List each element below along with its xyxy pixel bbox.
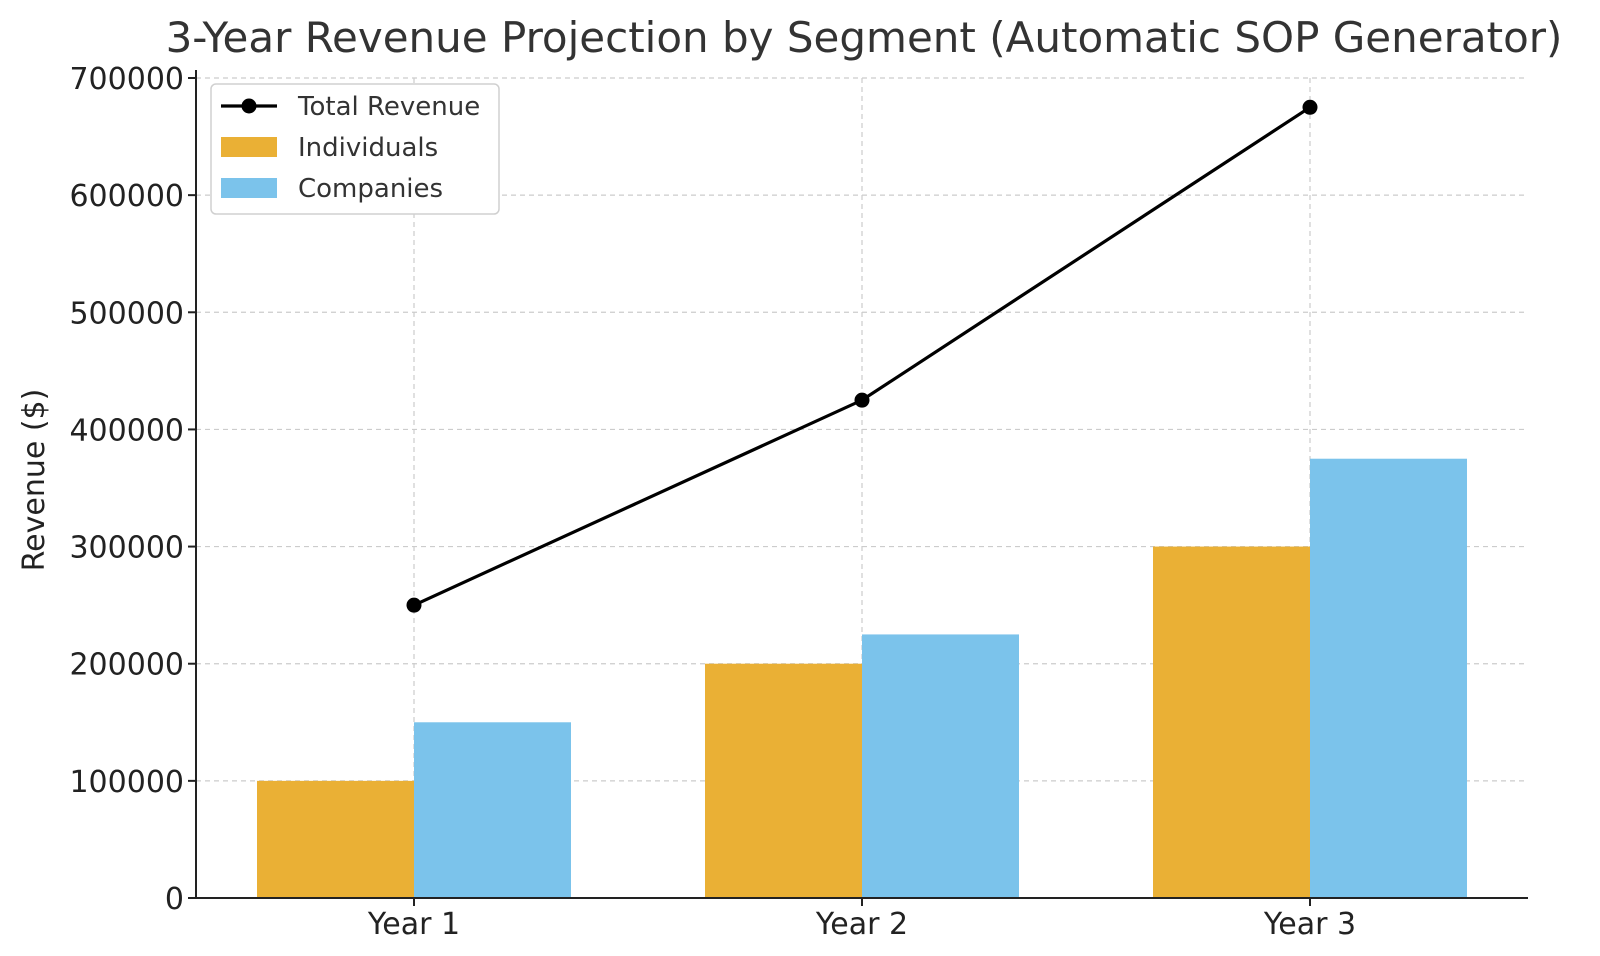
x-tick-label: Year 2: [815, 907, 908, 942]
bar-individuals-3: [1153, 546, 1310, 898]
bar-individuals-1: [257, 780, 414, 898]
chart-title: 3-Year Revenue Projection by Segment (Au…: [166, 13, 1563, 62]
legend-box: [210, 83, 500, 215]
legend: Total Revenue Individuals Companies: [210, 83, 500, 215]
bar-companies-1: [414, 722, 571, 898]
x-tick-label: Year 1: [367, 907, 460, 942]
legend-swatch-individuals: [221, 137, 277, 157]
legend-swatch-companies: [221, 178, 277, 198]
tick-labels: 0 100000 200000 300000 400000 500000 600000 700…: [69, 62, 1356, 942]
total-revenue-point: [406, 597, 422, 613]
y-tick-label: 400000: [69, 413, 184, 448]
total-revenue-point: [1302, 99, 1318, 115]
legend-marker: [241, 98, 257, 114]
total-revenue-point: [854, 392, 870, 408]
legend-label: Individuals: [298, 133, 438, 163]
legend-label: Companies: [298, 174, 443, 204]
x-tick-label: Year 3: [1263, 907, 1356, 942]
bar-companies-2: [862, 634, 1019, 898]
y-axis-label: Revenue ($): [17, 389, 52, 572]
bar-individuals-2: [705, 663, 862, 898]
bar-companies-3: [1310, 458, 1467, 898]
y-tick-label: 600000: [69, 179, 184, 214]
legend-label: Total Revenue: [297, 92, 480, 122]
y-tick-label: 200000: [69, 648, 184, 683]
total-revenue-line-group: [406, 99, 1318, 613]
bars: [257, 458, 1467, 898]
y-tick-label: 300000: [69, 531, 184, 566]
y-tick-label: 0: [165, 882, 184, 917]
axes: [188, 70, 1528, 906]
y-tick-label: 700000: [69, 62, 184, 97]
y-tick-label: 100000: [69, 765, 184, 800]
y-tick-label: 500000: [69, 296, 184, 331]
